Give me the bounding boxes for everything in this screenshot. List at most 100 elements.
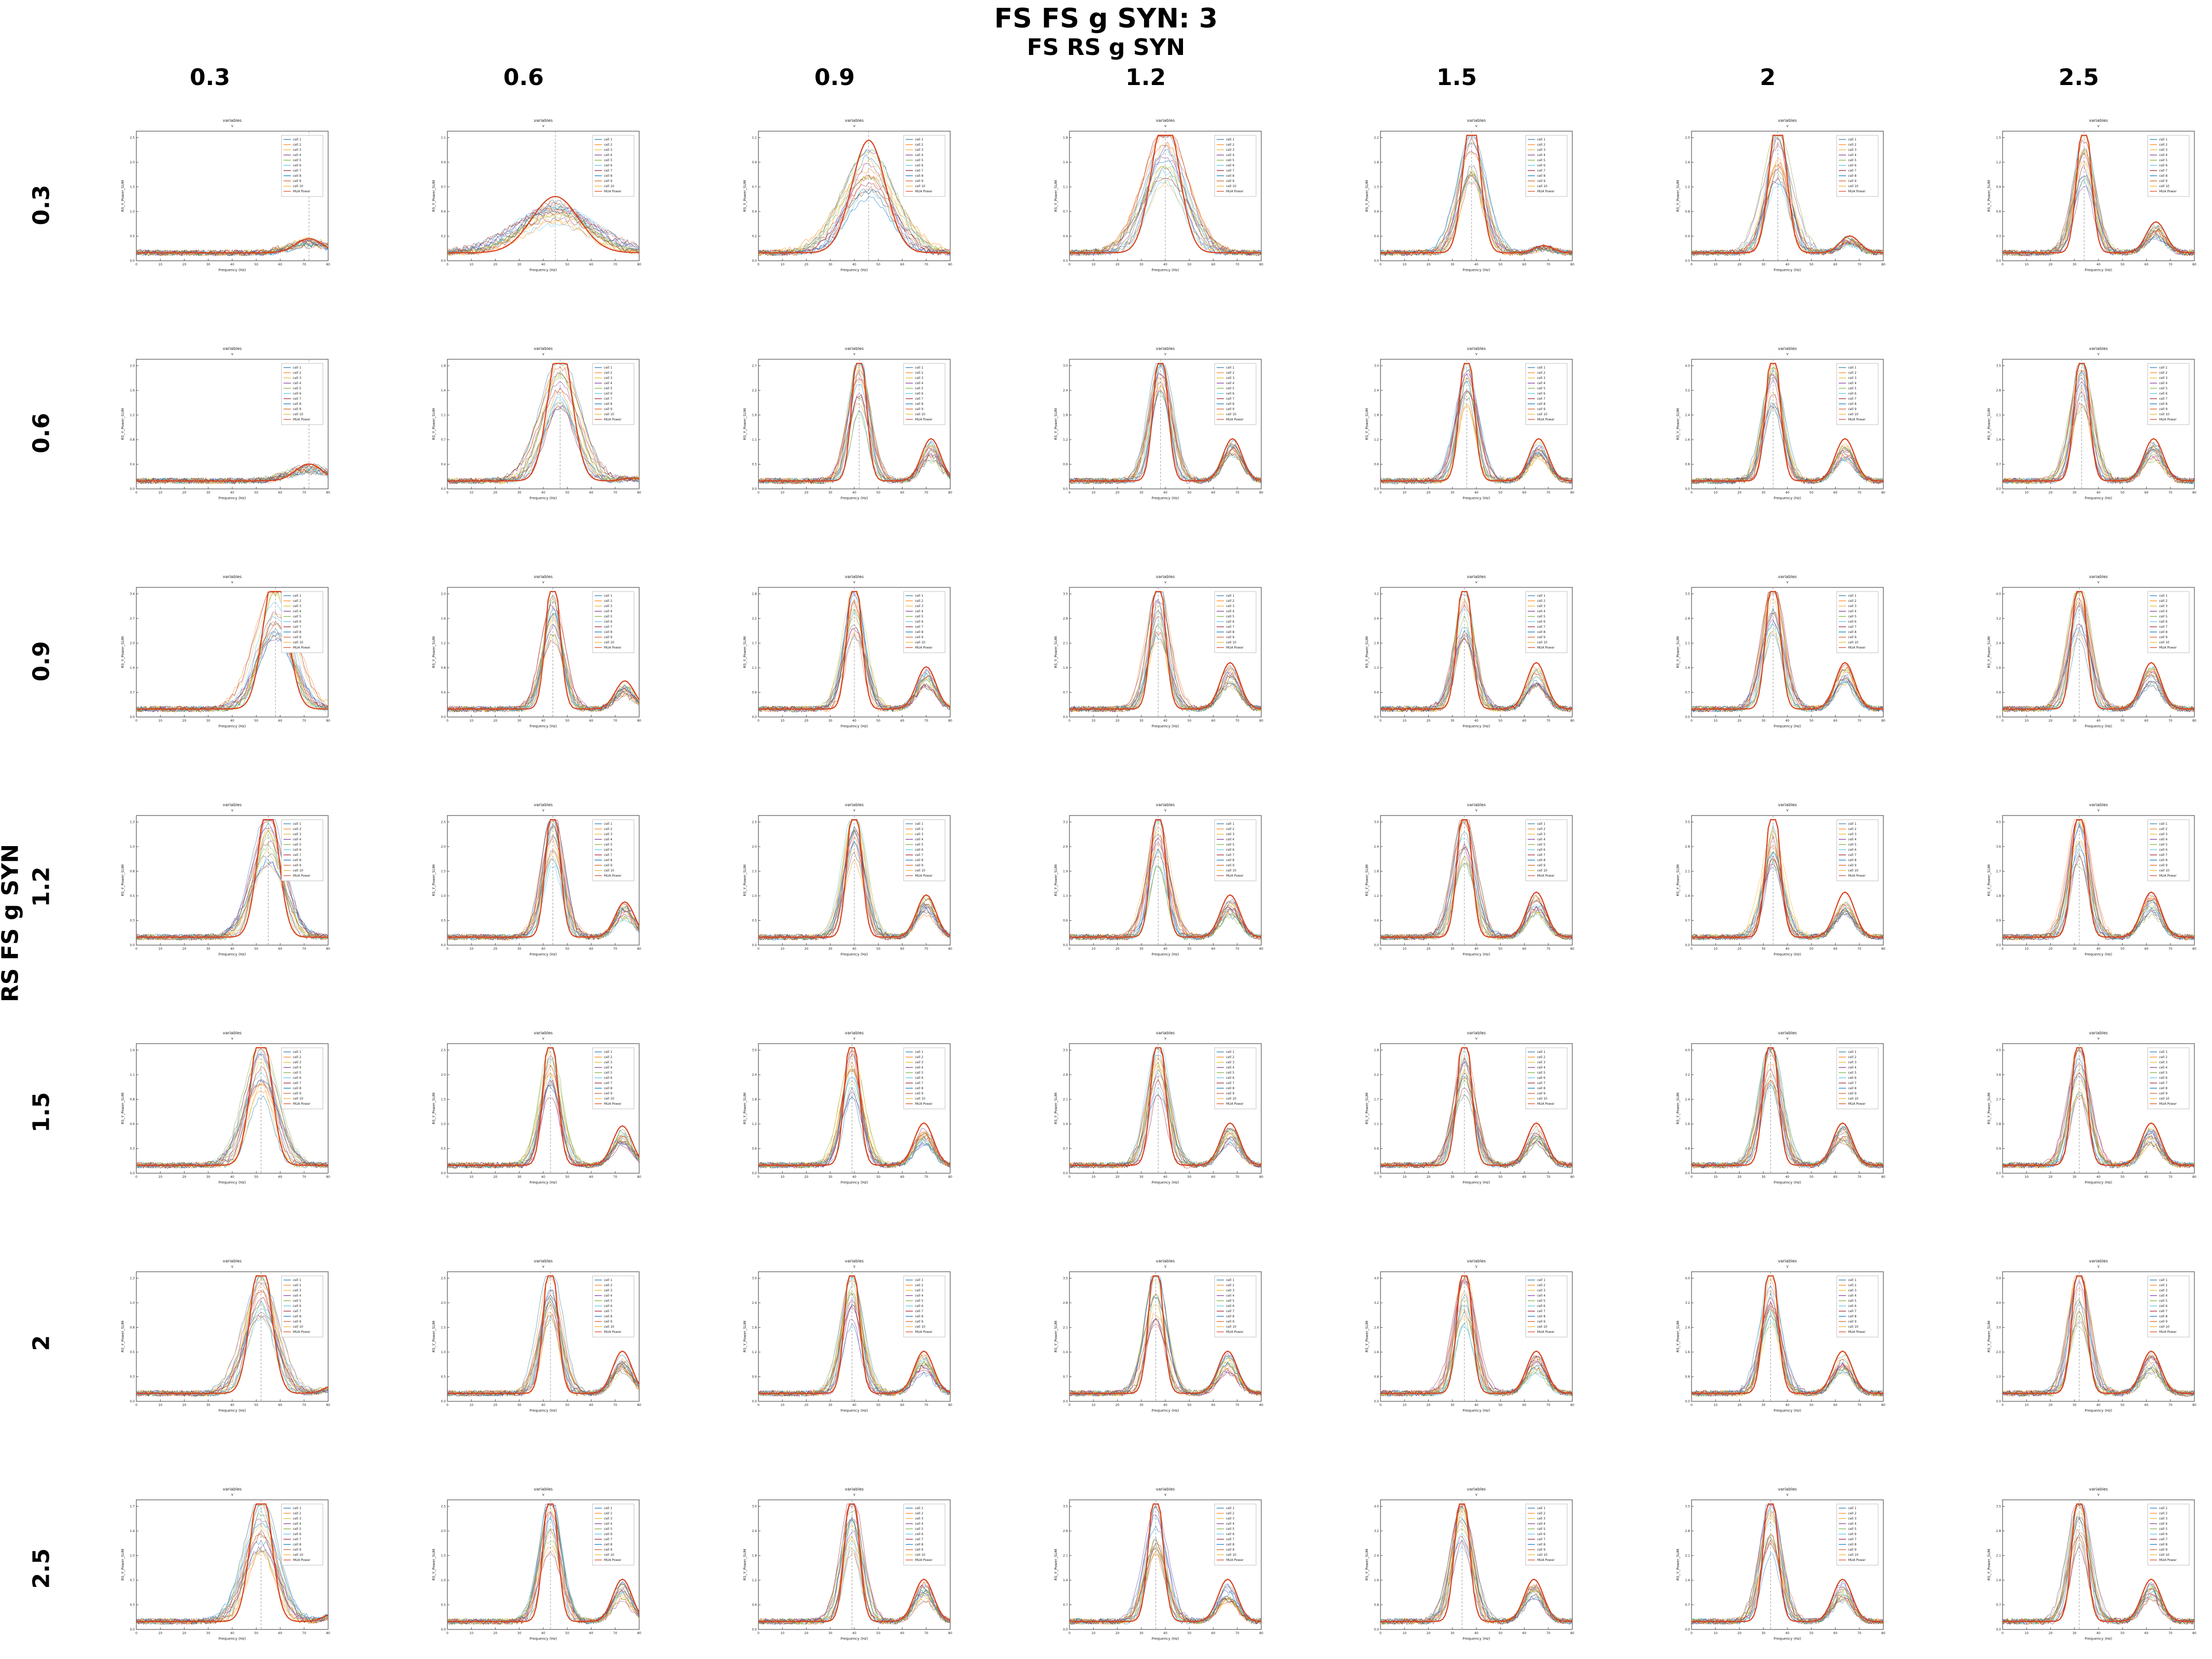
x-tick-label: 0 bbox=[2002, 263, 2004, 266]
legend-entry: cell 2 bbox=[1537, 827, 1545, 831]
cell-trace bbox=[758, 600, 951, 713]
y-tick-label: 1.1 bbox=[1063, 186, 1068, 189]
x-tick-label: 0 bbox=[1379, 1175, 1382, 1179]
legend-entry: cell 10 bbox=[1848, 1325, 1858, 1329]
x-tick-label: 80 bbox=[1570, 719, 1574, 723]
legend-entry: cell 6 bbox=[1226, 620, 1234, 624]
x-tick-label: 50 bbox=[1498, 947, 1502, 951]
x-tick-label: 20 bbox=[494, 491, 498, 495]
x-tick-label: 50 bbox=[1809, 491, 1813, 495]
legend-entry: cell 3 bbox=[604, 1517, 612, 1521]
x-tick-label: 30 bbox=[1139, 491, 1144, 495]
legend-entry: cell 1 bbox=[293, 1278, 301, 1282]
x-tick-label: 0 bbox=[446, 947, 448, 951]
y-tick-label: 0.7 bbox=[1685, 1604, 1690, 1607]
x-tick-label: 0 bbox=[1690, 947, 1693, 951]
y-tick-label: 0.0 bbox=[1685, 487, 1690, 491]
x-tick-label: 50 bbox=[1809, 947, 1813, 951]
panel-title-caret: v bbox=[853, 352, 855, 356]
cell-trace bbox=[1069, 376, 1262, 484]
x-tick-label: 80 bbox=[2192, 491, 2196, 495]
y-tick-label: 0.0 bbox=[1374, 1628, 1379, 1632]
x-tick-label: 0 bbox=[1690, 263, 1693, 266]
y-tick-label: 3.5 bbox=[1685, 1505, 1690, 1509]
cell-trace bbox=[758, 825, 951, 940]
y-tick-label: 0.9 bbox=[1996, 1147, 2001, 1151]
legend-entry: cell 4 bbox=[293, 610, 301, 613]
cell-trace bbox=[1380, 151, 1573, 256]
x-tick-label: 0 bbox=[757, 1175, 759, 1179]
y-tick-label: 1.4 bbox=[1063, 666, 1068, 670]
panel-title: variables bbox=[223, 118, 242, 123]
x-tick-label: 70 bbox=[1546, 1403, 1551, 1407]
x-tick-label: 30 bbox=[206, 491, 210, 495]
legend-entry: cell 9 bbox=[915, 179, 923, 183]
legend-entry: cell 7 bbox=[604, 1538, 612, 1541]
y-tick-label: 1.9 bbox=[1063, 870, 1068, 874]
legend-entry: cell 4 bbox=[915, 153, 923, 157]
y-tick-label: 3.0 bbox=[752, 1049, 757, 1052]
y-tick-label: 0.0 bbox=[1685, 944, 1690, 947]
x-axis-label: Frequency (Hz) bbox=[530, 268, 557, 272]
x-axis-label: Frequency (Hz) bbox=[530, 1180, 557, 1185]
cell-trace bbox=[2002, 395, 2195, 484]
y-tick-label: 3.2 bbox=[1685, 389, 1690, 392]
y-tick-label: 2.0 bbox=[130, 642, 135, 645]
cell-trace bbox=[1069, 179, 1262, 256]
x-tick-label: 60 bbox=[900, 947, 905, 951]
x-tick-label: 10 bbox=[469, 491, 473, 495]
cell-trace bbox=[1069, 1503, 1262, 1625]
legend-entry: cell 9 bbox=[604, 1548, 612, 1552]
panel-title-caret: v bbox=[2097, 580, 2100, 584]
x-tick-label: 50 bbox=[1809, 263, 1813, 266]
legend-entry: cell 2 bbox=[2159, 371, 2167, 375]
panel-title: variables bbox=[845, 118, 864, 123]
legend-entry: cell 6 bbox=[293, 164, 301, 167]
y-tick-label: 0.7 bbox=[130, 691, 135, 695]
x-tick-label: 10 bbox=[1091, 1175, 1095, 1179]
legend-entry: cell 1 bbox=[1226, 1507, 1234, 1510]
cell-trace bbox=[447, 1295, 640, 1397]
legend-entry: cell 4 bbox=[2159, 153, 2167, 157]
y-tick-label: 0.5 bbox=[130, 235, 135, 238]
y-tick-label: 2.4 bbox=[1685, 414, 1690, 417]
x-tick-label: 20 bbox=[182, 947, 187, 951]
x-tick-label: 20 bbox=[1116, 491, 1120, 495]
y-tick-label: 1.0 bbox=[441, 1579, 446, 1582]
x-tick-label: 20 bbox=[1116, 947, 1120, 951]
legend-entry: cell 3 bbox=[604, 833, 612, 836]
y-axis-label: RS_Y_Power_SUM bbox=[1054, 180, 1058, 212]
y-tick-label: 2.8 bbox=[1996, 1529, 2001, 1533]
legend-entry: cell 9 bbox=[1848, 1320, 1856, 1324]
x-tick-label: 30 bbox=[1450, 947, 1455, 951]
legend-entry: cell 1 bbox=[1537, 138, 1545, 142]
y-tick-label: 0.0 bbox=[441, 259, 446, 263]
mua-trace bbox=[447, 1503, 640, 1622]
legend-entry: cell 5 bbox=[1537, 843, 1545, 847]
legend-entry: cell 4 bbox=[2159, 838, 2167, 841]
legend-entry: MUA Power bbox=[604, 1558, 622, 1562]
y-tick-label: 0.0 bbox=[1063, 487, 1068, 491]
y-tick-label: 0.9 bbox=[1374, 210, 1379, 214]
legend-entry: MUA Power bbox=[1848, 1558, 1866, 1562]
legend-entry: cell 1 bbox=[1848, 1507, 1856, 1510]
cell-trace bbox=[758, 1530, 951, 1625]
legend-entry: cell 9 bbox=[1848, 1548, 1856, 1552]
x-tick-label: 40 bbox=[852, 1175, 856, 1179]
cell-trace bbox=[136, 827, 329, 940]
legend-entry: cell 3 bbox=[915, 833, 923, 836]
mua-trace bbox=[136, 1275, 329, 1394]
cell-trace bbox=[1069, 819, 1262, 940]
y-tick-label: 0.8 bbox=[130, 1326, 135, 1330]
x-tick-label: 10 bbox=[2024, 947, 2028, 951]
cell-trace bbox=[758, 1053, 951, 1169]
y-tick-label: 0.0 bbox=[752, 715, 757, 719]
y-axis-label: RS_Y_Power_SUM bbox=[743, 409, 747, 440]
cell-trace bbox=[758, 1280, 951, 1397]
x-tick-label: 80 bbox=[1570, 1403, 1574, 1407]
legend-entry: cell 10 bbox=[604, 1325, 614, 1329]
cell-trace bbox=[1069, 382, 1262, 484]
